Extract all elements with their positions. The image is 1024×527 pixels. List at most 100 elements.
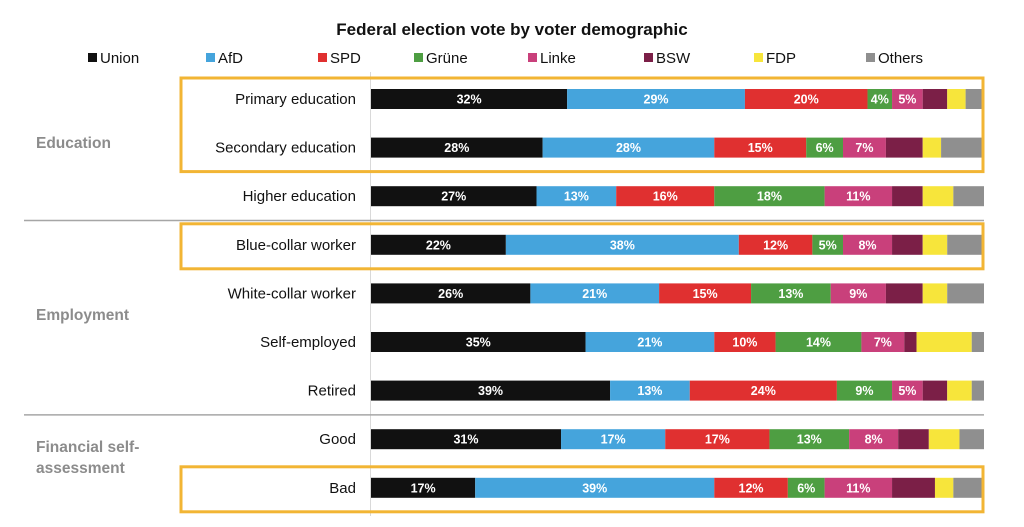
bar-segment <box>714 477 788 498</box>
bar-segment <box>371 380 611 401</box>
bar-segment <box>806 137 844 158</box>
bar-segment <box>947 283 984 304</box>
bar-segment <box>971 332 984 352</box>
bar-segment <box>769 429 850 450</box>
bar-segment <box>885 283 923 304</box>
data-label: 4% <box>871 93 889 107</box>
data-label: 6% <box>816 141 834 155</box>
data-label: 7% <box>874 336 892 350</box>
bar-segment <box>941 137 984 158</box>
data-label: 31% <box>453 433 478 447</box>
bar-segment <box>714 137 807 158</box>
bar-segment <box>530 283 660 304</box>
group-label: Financial self- <box>36 439 139 456</box>
data-label: 38% <box>610 238 635 252</box>
data-label: 35% <box>466 336 491 350</box>
legend-swatch <box>754 53 763 62</box>
data-label: 13% <box>797 433 822 447</box>
bar-segment <box>953 477 984 498</box>
data-label: 12% <box>739 481 764 495</box>
category-label: Higher education <box>243 188 356 205</box>
bar-segment <box>947 380 972 401</box>
data-label: 13% <box>637 384 662 398</box>
data-label: 18% <box>757 190 782 204</box>
bar-segment <box>775 332 862 352</box>
category-label: Good <box>319 431 356 448</box>
data-label: 24% <box>751 384 776 398</box>
data-label: 21% <box>637 336 662 350</box>
legend-label: Linke <box>540 50 576 67</box>
legend-swatch <box>88 53 97 62</box>
category-label: Self-employed <box>260 334 356 351</box>
bar-segment <box>371 137 543 158</box>
data-label: 5% <box>819 238 837 252</box>
bar-segment <box>861 332 905 352</box>
bar-segment <box>371 283 531 304</box>
data-label: 27% <box>441 190 466 204</box>
bar-segment <box>536 186 617 207</box>
data-label: 17% <box>705 433 730 447</box>
group-label: assessment <box>36 460 125 477</box>
bar-segment <box>934 477 954 498</box>
legend-swatch <box>318 53 327 62</box>
legend-label: Grüne <box>426 50 468 67</box>
legend-swatch <box>644 53 653 62</box>
legend-swatch <box>206 53 215 62</box>
category-label: Retired <box>308 383 356 400</box>
data-label: 26% <box>438 287 463 301</box>
data-label: 13% <box>778 287 803 301</box>
group-label: Education <box>36 135 111 152</box>
bar-segment <box>824 477 893 498</box>
data-label: 6% <box>797 481 815 495</box>
bar-segment <box>892 234 923 255</box>
bar-segment <box>812 234 844 255</box>
data-label: 5% <box>898 384 916 398</box>
highlight-frame <box>179 465 985 514</box>
chart-title: Federal election vote by voter demograph… <box>336 20 688 39</box>
data-label: 8% <box>865 433 883 447</box>
bar-segment <box>371 332 586 352</box>
data-label: 8% <box>858 238 876 252</box>
bar-segment <box>885 137 923 158</box>
data-label: 22% <box>426 238 451 252</box>
legend-item: Grüne <box>414 50 468 67</box>
data-label: 39% <box>478 384 503 398</box>
bar-segment <box>892 380 923 401</box>
bar-segment <box>371 429 562 450</box>
bar-segment <box>898 429 929 450</box>
category-label: White-collar worker <box>228 285 356 302</box>
bar-segment <box>959 429 984 450</box>
category-label: Blue-collar worker <box>236 237 356 254</box>
bar-segment <box>787 477 825 498</box>
legend-item: FDP <box>754 50 796 67</box>
bar-segment <box>744 89 868 109</box>
data-label: 16% <box>653 190 678 204</box>
bar-segment <box>971 380 984 401</box>
data-label: 21% <box>582 287 607 301</box>
bar-segment <box>475 477 715 498</box>
bar-segment <box>947 89 966 109</box>
bar-segment <box>371 89 568 109</box>
bar-segment <box>849 429 899 450</box>
bar-segment <box>928 429 960 450</box>
legend-item: Linke <box>528 50 576 67</box>
bar-segment <box>659 283 752 304</box>
bar-segment <box>610 380 690 401</box>
legend-label: Union <box>100 50 140 67</box>
data-label: 10% <box>732 336 757 350</box>
legend-label: SPD <box>330 50 361 67</box>
bar-segment <box>867 89 893 109</box>
bar-segment <box>616 186 715 207</box>
bar-segment <box>561 429 666 450</box>
bar-segment <box>916 332 972 352</box>
data-label: 11% <box>846 190 870 204</box>
bar-segment <box>505 234 739 255</box>
bar-segment <box>830 283 886 304</box>
data-label: 7% <box>855 141 873 155</box>
legend: Union AfD SPD Grüne Linke BSW FDP Others <box>88 50 988 70</box>
data-label: 17% <box>601 433 626 447</box>
bar-segment <box>585 332 715 352</box>
data-label: 5% <box>898 93 916 107</box>
bar-segment <box>836 380 893 401</box>
